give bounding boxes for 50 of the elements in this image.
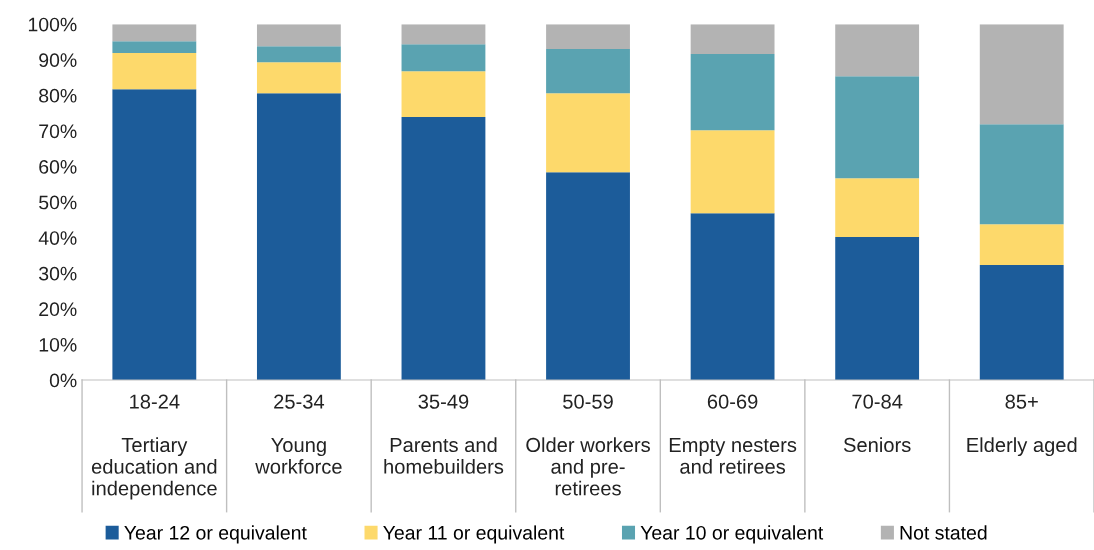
bar <box>979 265 1064 381</box>
y-tick-label: 80% <box>39 88 77 103</box>
bar <box>546 93 630 173</box>
bar <box>546 24 630 50</box>
legend-label: Not stated <box>900 525 987 540</box>
y-tick-label: 50% <box>39 195 77 210</box>
bar <box>112 24 197 42</box>
y-tick-label: 100% <box>28 17 77 32</box>
y-tick-label: 70% <box>39 124 77 139</box>
category-label: 18-24 Tertiary education and independence <box>91 394 217 500</box>
y-tick-label: 20% <box>39 302 77 317</box>
bar <box>401 24 486 45</box>
bar <box>112 89 197 381</box>
category-label: 70-84 Seniors <box>843 394 911 453</box>
bar <box>401 71 486 118</box>
bar <box>979 224 1064 266</box>
bar <box>256 93 341 381</box>
bar <box>256 62 341 94</box>
y-tick-label: 40% <box>38 231 77 245</box>
legend-label: Year 12 or equivalent <box>124 525 307 544</box>
bar <box>112 53 197 90</box>
y-tick-label: 10% <box>39 337 77 352</box>
bar <box>690 130 775 214</box>
y-tick-label: 60% <box>39 160 77 174</box>
bar <box>256 24 341 47</box>
category-label: 60-69 Empty nesters and retirees <box>669 394 797 474</box>
bar <box>979 24 1064 125</box>
category-label: 85+ Elderly aged <box>967 394 1077 457</box>
y-tick-label: 0% <box>49 373 77 388</box>
category-label: 25-34 Young workforce <box>255 394 342 474</box>
y-tick-label: 90% <box>39 53 77 68</box>
bar <box>401 117 486 381</box>
bar <box>835 178 920 237</box>
bar <box>835 237 920 381</box>
bar <box>835 76 920 179</box>
bar <box>690 213 775 381</box>
category-label: 35-49 Parents and homebuilders <box>384 394 504 474</box>
bar <box>690 54 775 131</box>
bar <box>979 124 1064 225</box>
legend-label: Year 10 or equivalent <box>640 525 824 544</box>
category-label: 50-59 Older workers and pre- retirees <box>526 394 650 496</box>
legend-label: Year 11 or equivalent <box>383 525 565 544</box>
bar <box>112 41 197 54</box>
bar <box>546 172 630 381</box>
bar <box>546 49 630 94</box>
bar <box>835 24 920 77</box>
bar <box>256 46 341 63</box>
bar <box>690 24 775 55</box>
bar <box>401 44 486 72</box>
y-tick-label: 30% <box>39 266 77 281</box>
